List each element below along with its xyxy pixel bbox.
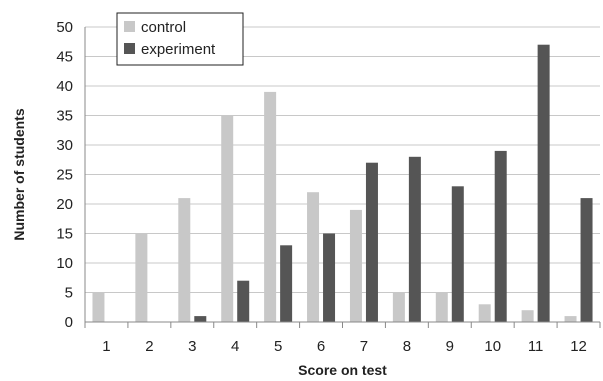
y-tick-label: 30 bbox=[56, 137, 73, 154]
x-axis-title: Score on test bbox=[298, 362, 387, 378]
x-tick-label: 3 bbox=[188, 338, 196, 355]
bar-experiment-10 bbox=[494, 150, 507, 322]
legend-label-control: control bbox=[141, 19, 186, 36]
bar-control-7 bbox=[349, 209, 362, 322]
bar-experiment-5 bbox=[280, 245, 293, 322]
legend: control experiment bbox=[116, 12, 244, 66]
legend-swatch-experiment bbox=[124, 43, 135, 54]
x-tick-labels: 1 2 3 4 5 6 7 8 9 10 11 12 bbox=[102, 338, 587, 355]
bar-experiment-9 bbox=[451, 186, 464, 322]
gridlines bbox=[85, 26, 600, 293]
y-tick-label: 50 bbox=[56, 19, 73, 36]
x-tick-label: 2 bbox=[145, 338, 153, 355]
bar-control-2 bbox=[135, 233, 148, 322]
axes bbox=[84, 27, 601, 328]
bar-control-8 bbox=[392, 292, 405, 322]
x-tick-label: 1 bbox=[102, 338, 110, 355]
y-axis-title: Number of students bbox=[11, 108, 27, 240]
bar-control-11 bbox=[521, 310, 534, 322]
x-tick-label: 4 bbox=[231, 338, 239, 355]
bars bbox=[92, 44, 593, 323]
y-tick-label: 20 bbox=[56, 196, 73, 213]
bar-experiment-8 bbox=[408, 156, 421, 322]
bar-control-12 bbox=[564, 316, 577, 322]
bar-control-1 bbox=[92, 292, 105, 322]
legend-label-experiment: experiment bbox=[141, 41, 216, 58]
x-tick-label: 11 bbox=[528, 338, 544, 355]
bar-experiment-3 bbox=[194, 316, 207, 322]
bar-control-6 bbox=[307, 192, 320, 322]
x-tick-label: 8 bbox=[403, 338, 411, 355]
y-tick-label: 0 bbox=[65, 314, 73, 331]
bar-control-4 bbox=[221, 115, 234, 322]
y-tick-label: 10 bbox=[56, 255, 73, 272]
y-tick-label: 45 bbox=[56, 49, 73, 66]
bar-control-9 bbox=[435, 292, 448, 322]
x-tick-label: 6 bbox=[317, 338, 325, 355]
bar-experiment-4 bbox=[237, 280, 250, 322]
x-tick-label: 7 bbox=[360, 338, 368, 355]
bar-experiment-12 bbox=[580, 198, 593, 322]
y-tick-label: 35 bbox=[56, 108, 73, 125]
bar-control-3 bbox=[178, 198, 191, 322]
legend-swatch-control bbox=[124, 21, 135, 32]
y-tick-labels: 0 5 10 15 20 25 30 35 40 45 50 bbox=[56, 19, 73, 331]
y-tick-label: 25 bbox=[56, 167, 73, 184]
legend-box bbox=[116, 12, 244, 66]
bar-experiment-6 bbox=[323, 233, 336, 322]
x-tick-label: 9 bbox=[446, 338, 454, 355]
x-tick-label: 10 bbox=[484, 338, 501, 355]
bar-control-5 bbox=[264, 91, 277, 323]
bar-experiment-7 bbox=[365, 162, 378, 322]
bar-control-10 bbox=[478, 304, 491, 322]
y-tick-label: 40 bbox=[56, 78, 73, 95]
bar-experiment-11 bbox=[537, 44, 550, 322]
x-tick-label: 5 bbox=[274, 338, 282, 355]
x-tick-label: 12 bbox=[570, 338, 587, 355]
y-tick-label: 15 bbox=[56, 226, 73, 243]
y-tick-label: 5 bbox=[65, 285, 73, 302]
